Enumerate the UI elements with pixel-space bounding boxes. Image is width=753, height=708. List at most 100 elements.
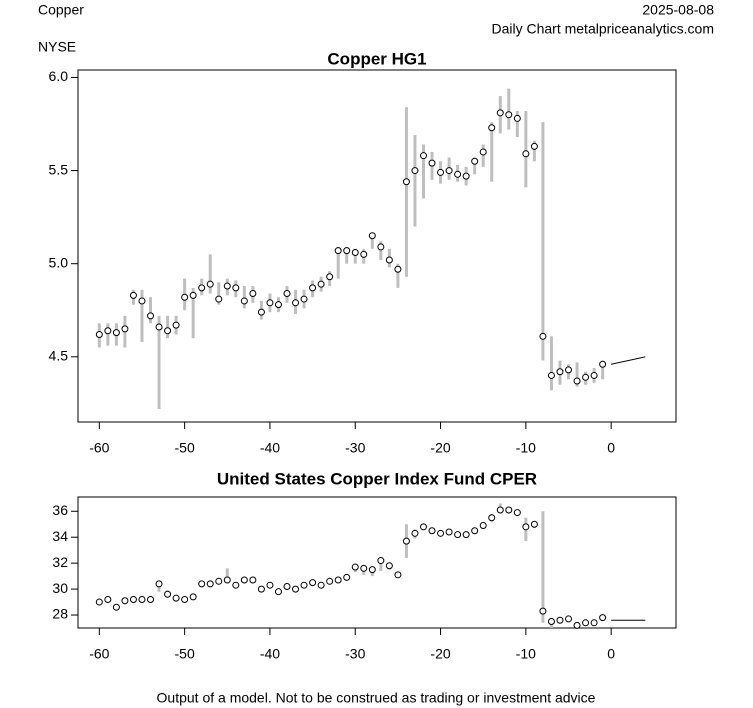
point (360, 250, 368, 258)
y-tick-label: 34 (52, 528, 68, 544)
point (343, 573, 351, 581)
source: Daily Chart metalpriceanalytics.com (491, 21, 714, 37)
point (445, 167, 453, 175)
x-tick-label: 0 (607, 646, 615, 662)
x-tick-label: -50 (175, 646, 195, 662)
point (402, 178, 410, 186)
point (121, 597, 129, 605)
point (274, 588, 282, 596)
point (317, 280, 325, 288)
point (394, 571, 402, 579)
point (257, 585, 265, 593)
point (232, 284, 240, 292)
x-tick-label: 0 (607, 440, 615, 456)
y-tick-label: 28 (52, 606, 68, 622)
point (164, 327, 172, 335)
point (488, 514, 496, 522)
point (283, 582, 291, 590)
x-tick-label: -50 (175, 440, 195, 456)
x-tick-label: -60 (89, 440, 109, 456)
point (129, 595, 137, 603)
point (266, 581, 274, 589)
point (488, 124, 496, 132)
point (505, 111, 513, 119)
point (419, 152, 427, 160)
x-tick-label: -40 (260, 440, 280, 456)
point (343, 247, 351, 255)
x-tick-label: -20 (430, 440, 450, 456)
point (454, 531, 462, 539)
exchange: NYSE (38, 39, 76, 55)
point (385, 256, 393, 264)
point (317, 581, 325, 589)
point (377, 557, 385, 565)
point (522, 523, 530, 531)
point (240, 297, 248, 305)
point (104, 595, 112, 603)
y-tick-label: 36 (52, 502, 68, 518)
point (351, 563, 359, 571)
x-tick-label: -20 (430, 646, 450, 662)
point (445, 528, 453, 536)
point (300, 581, 308, 589)
point (223, 576, 231, 584)
point (147, 595, 155, 603)
point (223, 282, 231, 290)
x-tick-label: -30 (345, 440, 365, 456)
point (206, 280, 214, 288)
point (181, 595, 189, 603)
plot-frame (77, 69, 677, 423)
instrument: Copper (38, 2, 84, 18)
point (138, 297, 146, 305)
point (215, 577, 223, 585)
point (462, 172, 470, 180)
x-tick-label: -60 (89, 646, 109, 662)
point (573, 377, 581, 385)
date: 2025-08-08 (642, 2, 714, 18)
point (402, 537, 410, 545)
x-tick-label: -10 (516, 440, 536, 456)
point (266, 299, 274, 307)
point (360, 564, 368, 572)
x-tick-label: -40 (260, 646, 280, 662)
point (428, 527, 436, 535)
point (189, 593, 197, 601)
point (104, 327, 112, 335)
point (437, 529, 445, 537)
point (471, 157, 479, 165)
y-tick-label: 4.5 (49, 348, 69, 364)
point (232, 581, 240, 589)
point (565, 366, 573, 374)
point (599, 614, 607, 622)
point (428, 159, 436, 167)
point (377, 243, 385, 251)
point (309, 284, 317, 292)
point (326, 273, 334, 281)
point (462, 531, 470, 539)
point (240, 576, 248, 584)
y-tick-label: 5.5 (49, 161, 69, 177)
y-tick-label: 6.0 (49, 68, 69, 84)
point (147, 312, 155, 320)
point (172, 321, 180, 329)
point (505, 506, 513, 514)
point (496, 506, 504, 514)
point (530, 142, 538, 150)
point (547, 618, 555, 626)
chart-title: United States Copper Index Fund CPER (217, 469, 537, 488)
point (599, 360, 607, 368)
point (590, 371, 598, 379)
y-tick-label: 32 (52, 554, 68, 570)
point (326, 577, 334, 585)
point (513, 509, 521, 517)
point (411, 529, 419, 537)
x-tick-label: -30 (345, 646, 365, 662)
point (530, 520, 538, 528)
point (164, 590, 172, 598)
point (411, 167, 419, 175)
point (547, 371, 555, 379)
point (368, 566, 376, 574)
point (565, 615, 573, 623)
chart-title: Copper HG1 (327, 49, 426, 68)
